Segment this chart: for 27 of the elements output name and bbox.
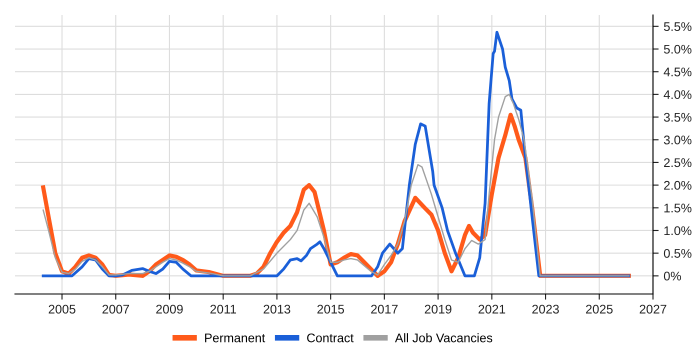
y-tick-label: 1.0% [664,226,692,236]
x-tick-label: 2019 [424,304,452,314]
y-tick-label: 5.5% [664,22,692,31]
legend-label: Contract [307,333,354,342]
y-tick-label: 4.0% [664,90,692,100]
legend-label: Permanent [205,334,266,342]
y-tick-label: 3.5% [664,112,692,122]
y-tick-label: 4.5% [664,68,692,76]
y-tick-label: 1.5% [664,204,692,212]
y-tick-label: 0.5% [664,248,692,258]
y-tick-label: 2.0% [664,180,692,190]
x-tick-label: 2013 [264,304,290,314]
x-tick-label: 2007 [102,304,130,314]
legend-label: All Job Vacancies [394,333,492,342]
x-tick-label: 2025 [586,304,613,314]
x-tick-label: 2011 [210,304,236,314]
x-tick-label: 2027 [640,304,666,314]
y-tick-label: 0% [664,272,682,281]
x-tick-label: 2005 [48,304,76,314]
x-tick-label: 2015 [317,304,344,314]
y-tick-label: 5.0% [664,44,692,54]
y-tick-label: 3.0% [664,136,692,144]
y-tick-label: 2.5% [664,158,692,168]
x-tick-label: 2021 [478,304,506,314]
x-tick-label: 2023 [532,304,559,314]
x-tick-label: 2017 [371,304,398,314]
x-tick-label: 2009 [156,304,183,314]
